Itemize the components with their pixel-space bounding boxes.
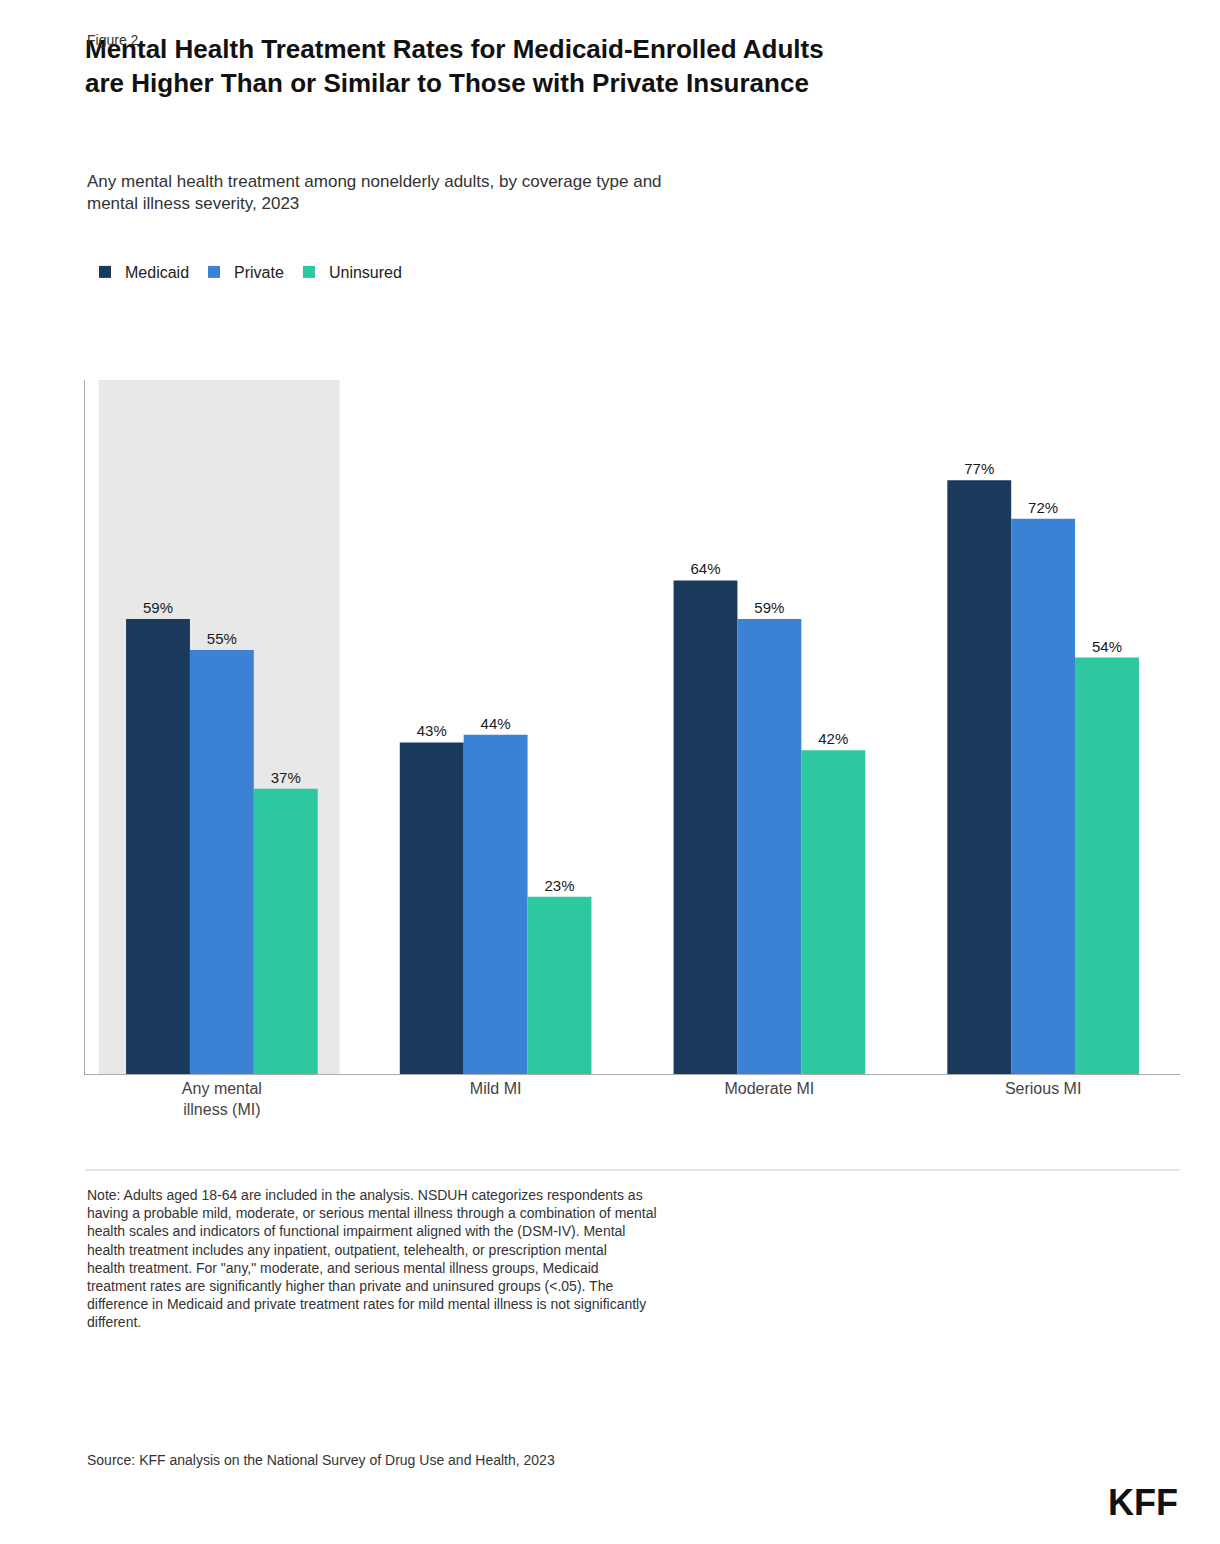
svg-text:Mental Health Treatment Rates: Mental Health Treatment Rates for Medica… <box>85 34 824 98</box>
svg-text:23%: 23% <box>544 877 574 894</box>
svg-text:Uninsured: Uninsured <box>329 264 402 281</box>
svg-text:Medicaid: Medicaid <box>125 264 189 281</box>
svg-text:Mild MI: Mild MI <box>470 1080 522 1097</box>
svg-text:43%: 43% <box>417 722 447 739</box>
svg-text:Note: Adults aged 18-64 are in: Note: Adults aged 18-64 are included in … <box>87 1187 657 1330</box>
svg-text:54%: 54% <box>1092 638 1122 655</box>
svg-text:Source: KFF analysis on the Na: Source: KFF analysis on the National Sur… <box>87 1452 555 1468</box>
svg-text:59%: 59% <box>143 599 173 616</box>
svg-text:Any mental health treatment am: Any mental health treatment among noneld… <box>87 172 662 213</box>
svg-text:64%: 64% <box>690 560 720 577</box>
svg-text:KFF: KFF <box>1108 1482 1178 1523</box>
svg-text:44%: 44% <box>481 715 511 732</box>
svg-text:72%: 72% <box>1028 499 1058 516</box>
svg-text:42%: 42% <box>818 730 848 747</box>
svg-text:55%: 55% <box>207 630 237 647</box>
svg-text:Figure 2: Figure 2 <box>87 32 139 48</box>
svg-text:77%: 77% <box>964 460 994 477</box>
svg-text:Private: Private <box>234 264 284 281</box>
svg-text:Moderate MI: Moderate MI <box>724 1080 814 1097</box>
svg-text:Any mentalillness (MI): Any mentalillness (MI) <box>182 1080 262 1118</box>
svg-text:37%: 37% <box>271 769 301 786</box>
svg-text:59%: 59% <box>754 599 784 616</box>
svg-text:Serious MI: Serious MI <box>1005 1080 1081 1097</box>
